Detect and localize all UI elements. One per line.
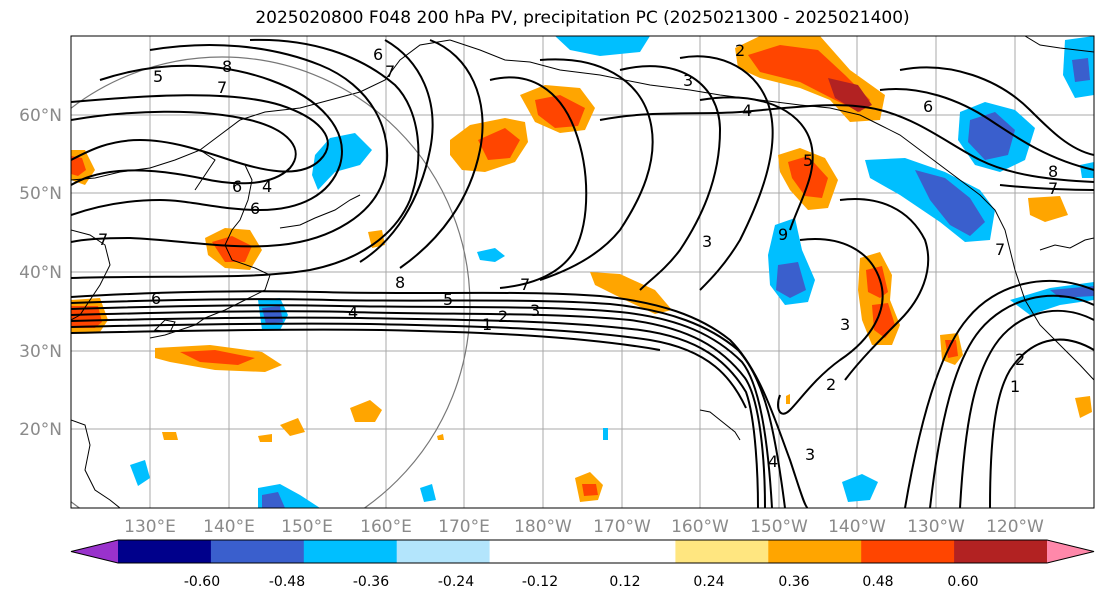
contour-label: 4 — [348, 303, 358, 322]
contour-label: 7 — [98, 230, 108, 249]
contour-label: 7 — [385, 62, 395, 81]
colorbar-segment — [954, 540, 1048, 563]
precip-positive-shading — [71, 36, 1092, 502]
colorbar-tick-label: -0.36 — [353, 574, 389, 590]
contour-label: 2 — [1015, 350, 1025, 369]
colorbar-segment — [582, 540, 676, 563]
contour-label: 4 — [742, 101, 752, 120]
colorbar-tick-label: 0.60 — [947, 574, 978, 590]
contour-label: 7 — [520, 275, 530, 294]
contour-label: 4 — [262, 177, 272, 196]
contour-label: 3 — [683, 71, 693, 90]
colorbar-segment — [861, 540, 955, 563]
lat-label-60n: 60°N — [19, 106, 62, 126]
contour-label: 9 — [778, 225, 788, 244]
colorbar-segment — [210, 540, 305, 563]
contour-label: 5 — [153, 67, 163, 86]
colorbar-extend-high — [1047, 540, 1094, 563]
colorbar-segment — [768, 540, 862, 563]
colorbar-segment — [396, 540, 491, 563]
colorbar-outline — [70, 539, 1095, 564]
coastlines — [71, 36, 1094, 508]
colorbar-tick-label: 0.36 — [778, 574, 809, 590]
contour-label: 2 — [498, 307, 508, 326]
lon-label-150e: 150°E — [281, 517, 333, 537]
colorbar-extend-low — [71, 540, 118, 563]
lon-label-170e: 170°E — [438, 517, 490, 537]
colorbar-tick-label: 0.48 — [862, 574, 893, 590]
lon-label-160w: 160°W — [671, 517, 729, 537]
latitude-labels: 60°N 50°N 40°N 30°N 20°N — [19, 106, 62, 440]
contour-label: 3 — [702, 232, 712, 251]
contour-label: 7 — [995, 240, 1005, 259]
lat-label-30n: 30°N — [19, 342, 62, 362]
colorbar-tick-label: -0.12 — [522, 574, 558, 590]
lon-label-180w: 180°W — [514, 517, 572, 537]
lat-label-40n: 40°N — [19, 263, 62, 283]
contour-label: 6 — [232, 177, 242, 196]
lon-label-130w: 130°W — [907, 517, 965, 537]
lon-label-170w: 170°W — [593, 517, 651, 537]
contour-label: 7 — [217, 78, 227, 97]
contour-label: 8 — [395, 273, 405, 292]
contour-label: 8 — [222, 57, 232, 76]
map-title: 2025020800 F048 200 hPa PV, precipitatio… — [255, 8, 910, 28]
contour-label: 8 — [1048, 162, 1058, 181]
contour-label: 2 — [735, 41, 745, 60]
contour-label: 6 — [923, 97, 933, 116]
colorbar-tick-labels: -0.60 -0.48 -0.36 -0.24 -0.12 0.12 0.24 … — [184, 574, 979, 590]
contour-label: 1 — [482, 315, 492, 334]
lat-label-50n: 50°N — [19, 184, 62, 204]
colorbar-tick-label: 0.12 — [609, 574, 640, 590]
colorbar-tick-label: -0.48 — [269, 574, 305, 590]
contour-label: 3 — [840, 315, 850, 334]
contour-label: 1 — [1010, 377, 1020, 396]
contour-label: 3 — [530, 301, 540, 320]
longitude-labels: 130°E 140°E 150°E 160°E 170°E 180°W 170°… — [124, 517, 1044, 537]
contour-label: 7 — [1048, 179, 1058, 198]
precip-negative-shading — [130, 36, 1094, 508]
contour-label: 5 — [443, 290, 453, 309]
distance-ring — [71, 56, 471, 508]
lon-label-140e: 140°E — [203, 517, 255, 537]
contour-label: 3 — [805, 445, 815, 464]
lon-label-130e: 130°E — [124, 517, 176, 537]
colorbar-segment — [118, 540, 212, 563]
colorbar-tick-label: -0.24 — [438, 574, 474, 590]
contour-label: 6 — [250, 199, 260, 218]
lon-label-140w: 140°W — [828, 517, 886, 537]
contour-label: 4 — [768, 452, 778, 471]
contour-labels: 5 8 7 6 7 6 6 4 2 3 4 6 5 8 7 7 6 4 5 8 … — [98, 41, 1058, 471]
plot-frame — [70, 35, 1095, 509]
contour-label: 2 — [826, 375, 836, 394]
lon-label-150w: 150°W — [750, 517, 808, 537]
lon-label-160e: 160°E — [360, 517, 412, 537]
lat-label-20n: 20°N — [19, 420, 62, 440]
colorbar-segment — [675, 540, 769, 563]
colorbar-tick-label: 0.24 — [693, 574, 724, 590]
colorbar — [70, 539, 1095, 564]
colorbar-segment — [489, 540, 583, 563]
contour-label: 6 — [151, 289, 161, 308]
contour-label: 5 — [803, 151, 813, 170]
colorbar-segment — [303, 540, 398, 563]
colorbar-tick-label: -0.60 — [184, 574, 220, 590]
contour-label: 6 — [373, 45, 383, 64]
pv-contours — [71, 38, 1094, 508]
lon-label-120w: 120°W — [986, 517, 1044, 537]
